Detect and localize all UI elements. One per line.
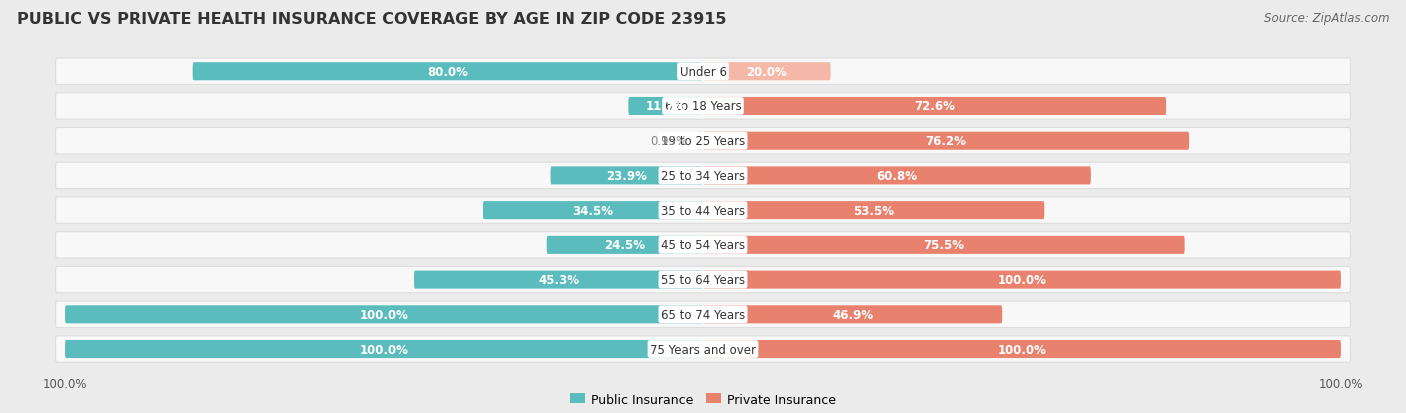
FancyBboxPatch shape (703, 167, 1091, 185)
FancyBboxPatch shape (65, 306, 703, 323)
Text: 76.2%: 76.2% (925, 135, 966, 148)
FancyBboxPatch shape (703, 202, 1045, 220)
Text: 45.3%: 45.3% (538, 273, 579, 286)
Text: 6 to 18 Years: 6 to 18 Years (665, 100, 741, 113)
Text: 65 to 74 Years: 65 to 74 Years (661, 308, 745, 321)
FancyBboxPatch shape (703, 98, 1166, 116)
Text: 53.5%: 53.5% (853, 204, 894, 217)
Text: 60.8%: 60.8% (876, 169, 918, 183)
Text: 24.5%: 24.5% (605, 239, 645, 252)
FancyBboxPatch shape (703, 132, 1189, 150)
FancyBboxPatch shape (55, 94, 1351, 120)
FancyBboxPatch shape (482, 202, 703, 220)
Text: 35 to 44 Years: 35 to 44 Years (661, 204, 745, 217)
FancyBboxPatch shape (55, 267, 1351, 293)
Text: 45 to 54 Years: 45 to 54 Years (661, 239, 745, 252)
Text: 100.0%: 100.0% (360, 343, 409, 356)
FancyBboxPatch shape (193, 63, 703, 81)
Text: 0.95%: 0.95% (650, 135, 688, 148)
Text: 100.0%: 100.0% (997, 273, 1046, 286)
FancyBboxPatch shape (703, 306, 1002, 323)
Text: Source: ZipAtlas.com: Source: ZipAtlas.com (1264, 12, 1389, 25)
Text: PUBLIC VS PRIVATE HEALTH INSURANCE COVERAGE BY AGE IN ZIP CODE 23915: PUBLIC VS PRIVATE HEALTH INSURANCE COVER… (17, 12, 727, 27)
FancyBboxPatch shape (55, 163, 1351, 189)
Text: Under 6: Under 6 (679, 66, 727, 78)
FancyBboxPatch shape (55, 59, 1351, 85)
FancyBboxPatch shape (55, 301, 1351, 328)
Text: 75.5%: 75.5% (924, 239, 965, 252)
FancyBboxPatch shape (697, 132, 703, 150)
Text: 72.6%: 72.6% (914, 100, 955, 113)
FancyBboxPatch shape (55, 128, 1351, 154)
FancyBboxPatch shape (55, 336, 1351, 362)
FancyBboxPatch shape (65, 340, 703, 358)
FancyBboxPatch shape (703, 236, 1185, 254)
Text: 80.0%: 80.0% (427, 66, 468, 78)
Text: 23.9%: 23.9% (606, 169, 647, 183)
FancyBboxPatch shape (628, 98, 703, 116)
FancyBboxPatch shape (703, 340, 1341, 358)
Text: 34.5%: 34.5% (572, 204, 613, 217)
Text: 100.0%: 100.0% (360, 308, 409, 321)
Text: 75 Years and over: 75 Years and over (650, 343, 756, 356)
FancyBboxPatch shape (703, 271, 1341, 289)
Text: 11.7%: 11.7% (645, 100, 686, 113)
FancyBboxPatch shape (551, 167, 703, 185)
Text: 25 to 34 Years: 25 to 34 Years (661, 169, 745, 183)
Text: 100.0%: 100.0% (997, 343, 1046, 356)
Text: 19 to 25 Years: 19 to 25 Years (661, 135, 745, 148)
FancyBboxPatch shape (703, 63, 831, 81)
Text: 20.0%: 20.0% (747, 66, 787, 78)
Text: 55 to 64 Years: 55 to 64 Years (661, 273, 745, 286)
FancyBboxPatch shape (413, 271, 703, 289)
Text: 46.9%: 46.9% (832, 308, 873, 321)
FancyBboxPatch shape (547, 236, 703, 254)
Legend: Public Insurance, Private Insurance: Public Insurance, Private Insurance (565, 388, 841, 411)
FancyBboxPatch shape (55, 232, 1351, 259)
FancyBboxPatch shape (55, 197, 1351, 224)
